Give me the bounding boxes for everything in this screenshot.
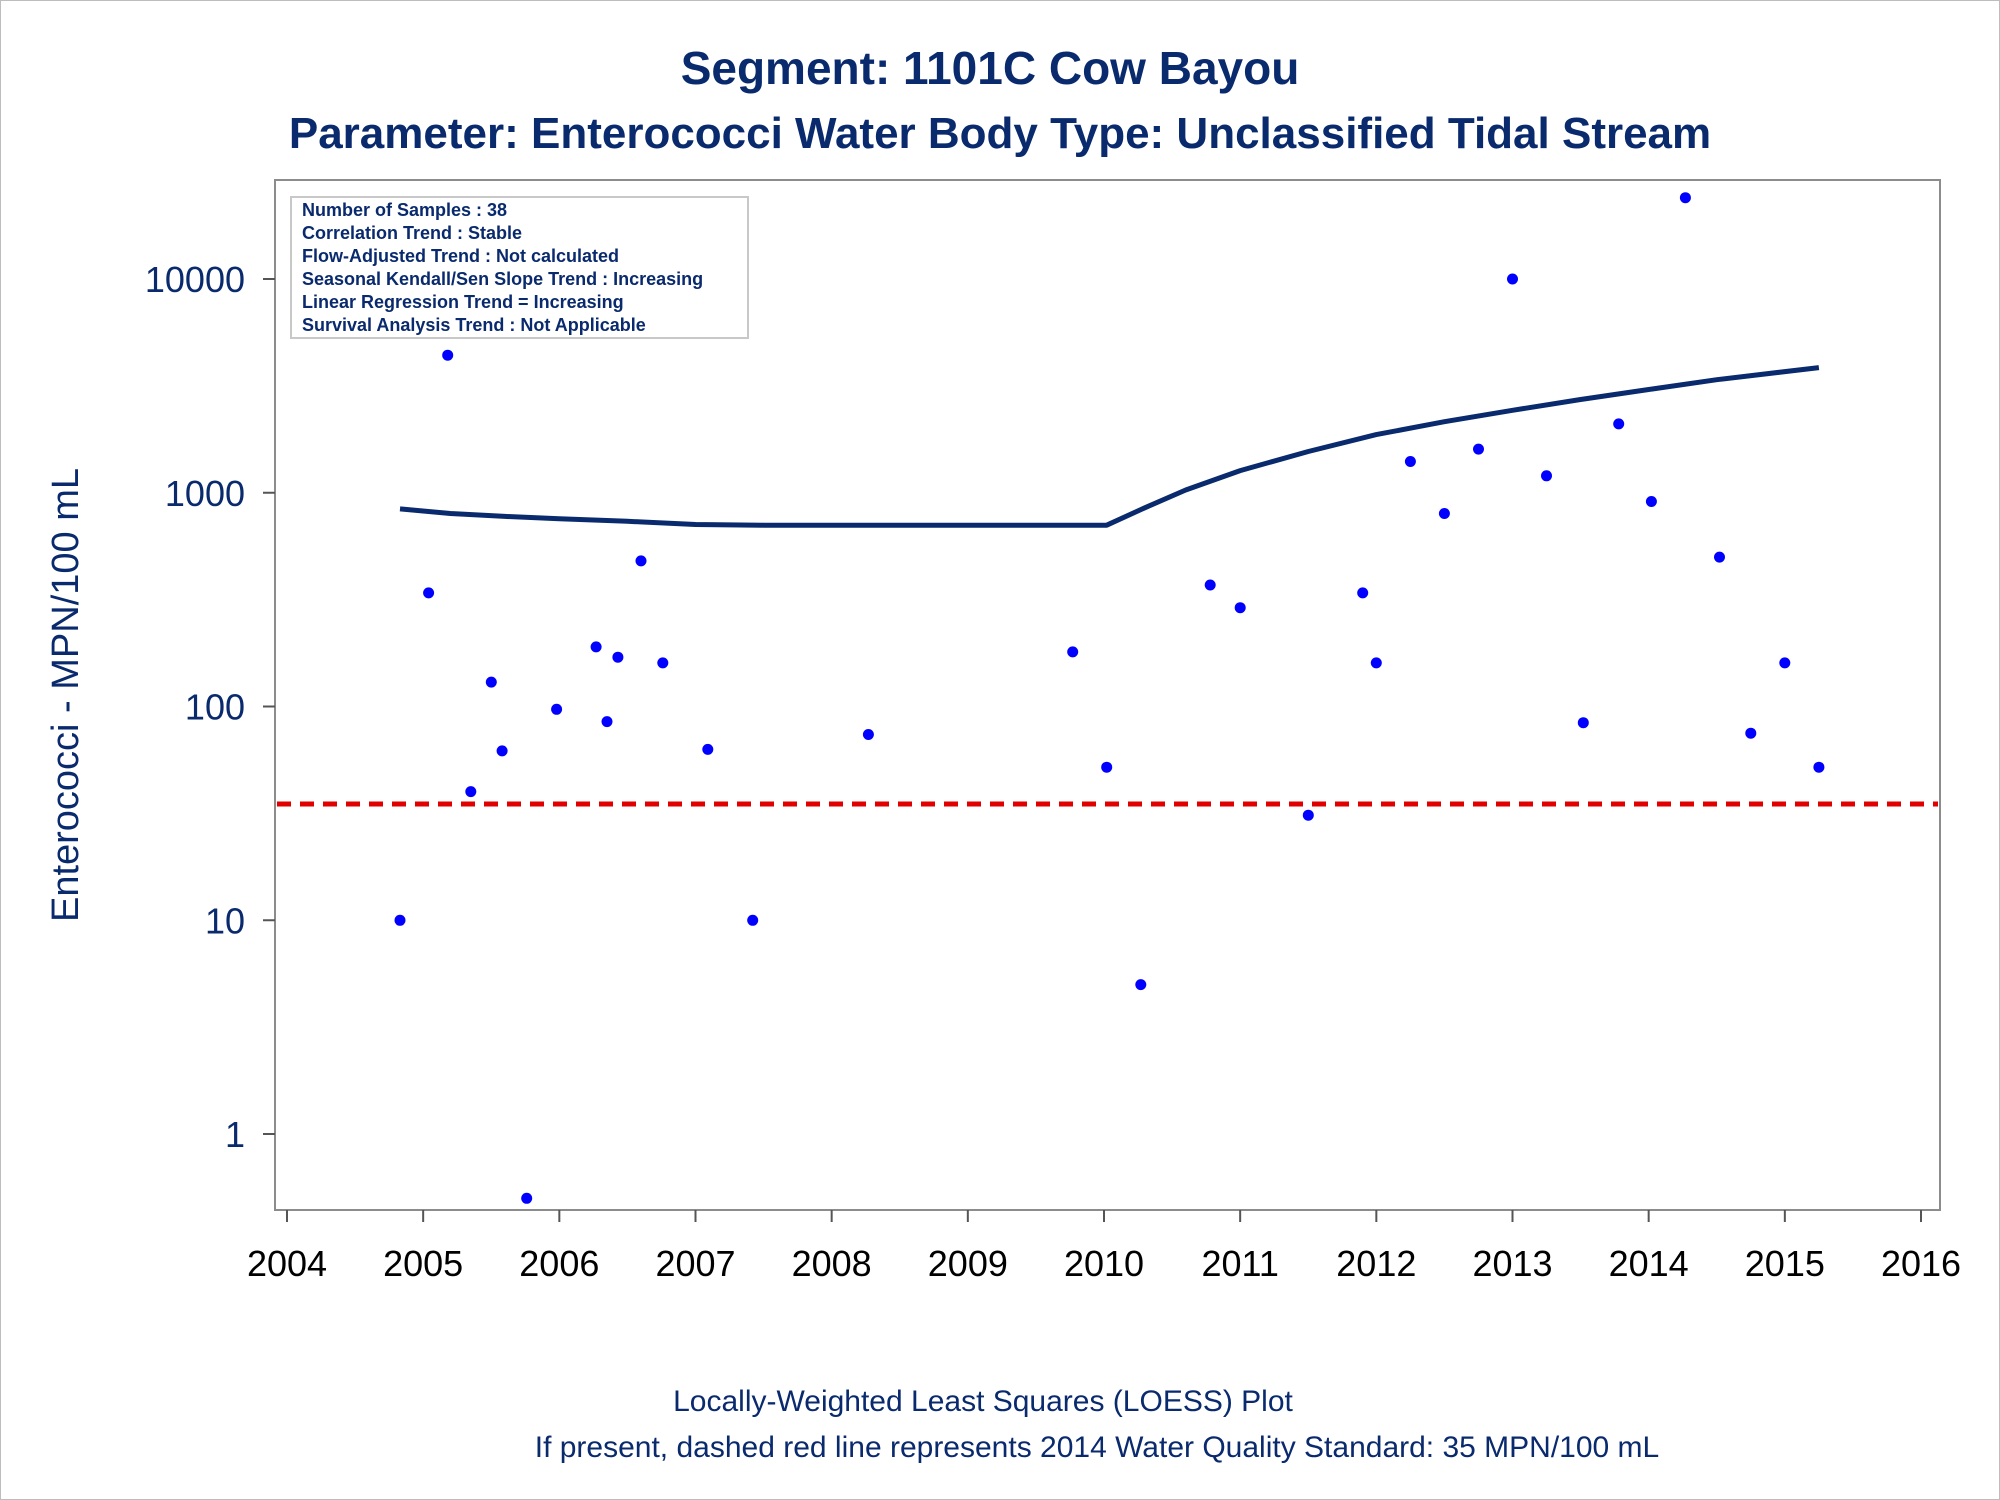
sample-point	[1473, 443, 1484, 455]
sample-point	[1779, 657, 1791, 669]
sample-point	[1302, 809, 1314, 821]
sample-point	[1613, 418, 1625, 430]
sample-point	[394, 914, 406, 926]
footnote-line-1: Locally-Weighted Least Squares (LOESS) P…	[673, 1385, 1293, 1418]
sample-point	[612, 651, 624, 663]
sample-point	[601, 716, 613, 728]
sample-point	[1404, 456, 1416, 467]
x-tick-label: 2015	[1745, 1243, 1825, 1284]
x-tick-label: 2007	[655, 1243, 735, 1284]
x-tick-label: 2014	[1609, 1243, 1689, 1284]
info-line: Correlation Trend : Stable	[302, 223, 522, 243]
sample-point	[465, 786, 477, 798]
y-axis: 1 10 100 1000 10000	[145, 259, 275, 1155]
sample-point	[635, 555, 647, 567]
sample-point	[1507, 273, 1518, 285]
sample-point	[423, 587, 435, 599]
chart-subtitle: Parameter: Enterococci Water Body Type: …	[289, 109, 1711, 158]
sample-point	[1714, 551, 1725, 563]
y-tick-label: 1	[225, 1114, 245, 1155]
sample-point	[747, 914, 759, 926]
sample-point	[496, 745, 508, 757]
sample-point	[1370, 657, 1382, 669]
sample-point	[702, 743, 714, 755]
sample-point	[657, 657, 669, 669]
sample-point	[442, 349, 454, 361]
sample-point	[1438, 508, 1450, 519]
sample-point	[1577, 717, 1589, 729]
y-tick-label: 1000	[165, 473, 245, 514]
info-line: Linear Regression Trend = Increasing	[302, 292, 624, 312]
x-axis: 2004 2005 2006 2007 2008 2009 2010 2011 2012 2013…	[247, 1210, 1961, 1284]
sample-point	[1101, 761, 1113, 773]
info-line: Survival Analysis Trend : Not Applicable	[302, 315, 646, 335]
info-box-frame	[290, 196, 749, 339]
sample-point	[1135, 979, 1147, 991]
info-line: Number of Samples : 38	[302, 200, 507, 220]
x-tick-label: 2013	[1472, 1243, 1552, 1284]
y-tick-label: 100	[185, 687, 245, 728]
loess-layer	[399, 365, 1820, 528]
sample-point	[1679, 192, 1691, 204]
sample-point	[1745, 727, 1757, 739]
sample-point	[1234, 602, 1246, 614]
sample-points-layer	[394, 192, 1825, 1204]
x-tick-label: 2005	[383, 1243, 463, 1284]
plot-area	[274, 179, 1941, 1211]
info-line: Flow-Adjusted Trend : Not calculated	[302, 246, 619, 266]
sample-point	[485, 676, 497, 688]
footnote-line-2: If present, dashed red line represents 2…	[535, 1431, 1660, 1464]
y-axis-label: Enterococci - MPN/100 mL	[45, 468, 87, 922]
sample-point	[1357, 587, 1369, 599]
sample-point	[1541, 470, 1552, 482]
sample-point	[551, 703, 563, 715]
sample-point	[1067, 646, 1079, 658]
loess-line	[399, 365, 1820, 528]
info-line: Seasonal Kendall/Sen Slope Trend : Incre…	[302, 269, 703, 289]
chart-title: Segment: 1101C Cow Bayou	[681, 42, 1300, 94]
x-tick-label: 2008	[792, 1243, 872, 1284]
x-tick-label: 2004	[247, 1243, 327, 1284]
x-tick-label: 2012	[1336, 1243, 1416, 1284]
x-tick-label: 2011	[1201, 1243, 1278, 1284]
x-tick-label: 2016	[1881, 1243, 1961, 1284]
sample-point	[1813, 761, 1825, 773]
sample-point	[521, 1192, 533, 1204]
sample-point	[862, 729, 874, 740]
y-tick-label: 10	[205, 900, 245, 941]
sample-point	[590, 641, 602, 653]
x-tick-label: 2009	[928, 1243, 1008, 1284]
y-tick-label: 10000	[145, 259, 245, 300]
x-tick-label: 2010	[1064, 1243, 1144, 1284]
info-box: Number of Samples : 38 Correlation Trend…	[290, 196, 749, 339]
x-tick-label: 2006	[519, 1243, 599, 1284]
sample-point	[1645, 496, 1657, 507]
sample-point	[1204, 579, 1216, 591]
